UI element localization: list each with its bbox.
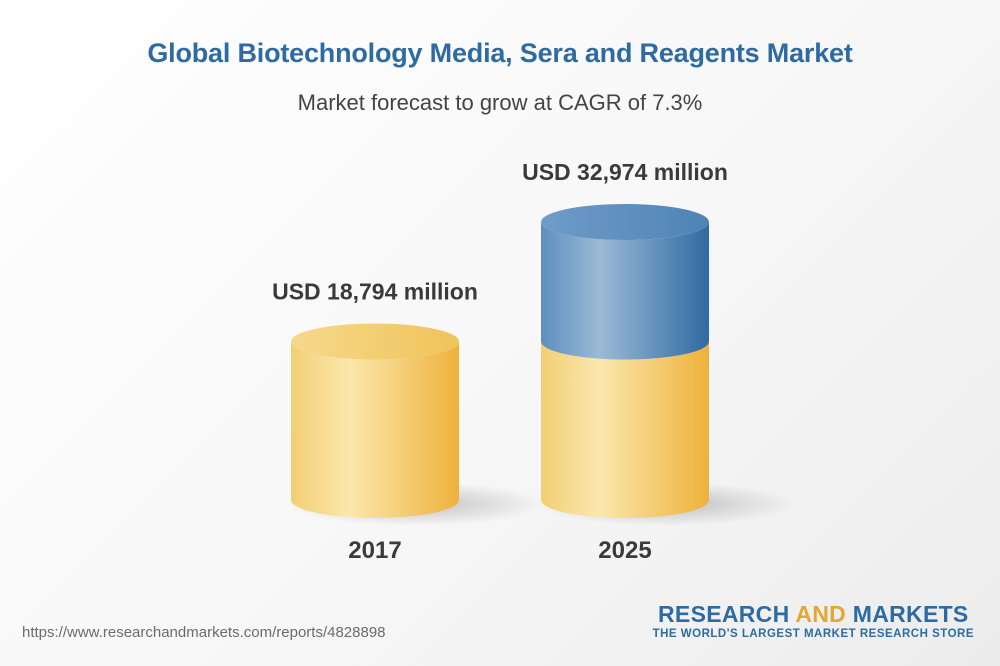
brand-word-research: RESEARCH: [658, 601, 796, 627]
brand-logo: RESEARCH AND MARKETS THE WORLD'S LARGEST…: [653, 600, 974, 640]
brand-tagline: THE WORLD'S LARGEST MARKET RESEARCH STOR…: [652, 628, 974, 640]
value-label-2017: USD 18,794 million: [272, 279, 478, 305]
bar-2017: [291, 341, 459, 518]
chart-title: Global Biotechnology Media, Sera and Rea…: [147, 38, 853, 68]
bar-2017-top: [291, 323, 459, 360]
value-label-2025: USD 32,974 million: [522, 159, 728, 185]
bar-2025-growth-top: [541, 204, 709, 240]
category-label-2017: 2017: [348, 537, 401, 564]
bar-2025-growth: [541, 222, 709, 360]
category-label-2025: 2025: [598, 537, 651, 564]
bar-2025-base: [541, 341, 709, 518]
source-url[interactable]: https://www.researchandmarkets.com/repor…: [22, 624, 386, 641]
brand-word-markets: MARKETS: [846, 601, 969, 627]
brand-word-and: AND: [795, 601, 847, 627]
chart-subtitle: Market forecast to grow at CAGR of 7.3%: [297, 90, 703, 115]
